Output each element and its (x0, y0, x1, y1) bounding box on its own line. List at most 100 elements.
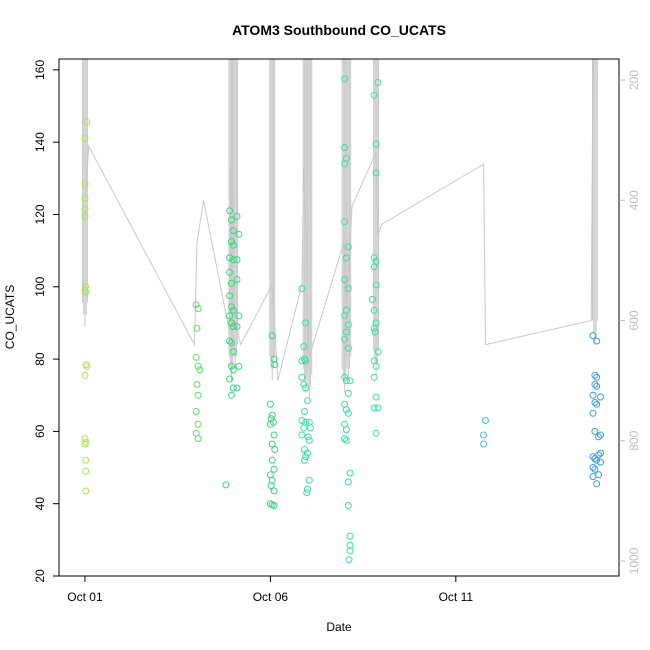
x-tick-label: Oct 01 (67, 590, 103, 604)
data-point (82, 467, 90, 475)
y-tick-label: 140 (33, 132, 47, 152)
data-point (81, 212, 89, 220)
data-point (593, 382, 601, 390)
profile-segment (84, 144, 198, 347)
data-point (233, 323, 241, 330)
y-axis: 20 40 60 80 100 120 140 160 (33, 60, 59, 583)
data-point (591, 371, 599, 379)
data-point (81, 180, 89, 188)
data-point (81, 205, 89, 213)
data-point (271, 446, 279, 453)
data-point (370, 91, 378, 99)
data-point (305, 418, 313, 426)
data-point (346, 532, 354, 540)
data-point (341, 435, 349, 443)
data-point (233, 384, 241, 392)
data-point (194, 362, 202, 370)
data-point (302, 357, 310, 365)
data-point (226, 268, 234, 276)
data-point (81, 440, 89, 448)
data-point (346, 547, 354, 555)
data-point (482, 417, 489, 424)
secondary-y-tick-label: 800 (627, 430, 641, 450)
profile-segment (377, 163, 486, 345)
data-point (228, 303, 235, 311)
data-point (344, 243, 352, 251)
data-point (589, 473, 597, 481)
data-point (82, 487, 90, 495)
data-point (229, 366, 237, 374)
data-point (82, 456, 90, 464)
data-point (342, 426, 350, 434)
data-point (301, 456, 308, 464)
data-point (341, 312, 349, 320)
data-point (228, 339, 235, 347)
y-tick-label: 40 (33, 497, 47, 511)
data-point (344, 502, 352, 509)
data-point (302, 384, 310, 392)
data-point (266, 500, 274, 508)
data-point (304, 449, 311, 457)
x-tick-label: Oct 06 (253, 590, 289, 604)
data-point (300, 380, 308, 388)
data-point (370, 373, 378, 381)
data-point (298, 431, 306, 439)
data-point (589, 453, 597, 461)
data-point (374, 79, 382, 86)
data-point (192, 301, 200, 309)
data-point (270, 355, 278, 363)
chart-title: ATOM3 Southbound CO_UCATS (232, 22, 446, 38)
data-point (341, 276, 349, 283)
data-point (341, 373, 349, 381)
data-point (480, 440, 488, 448)
data-point (306, 424, 314, 432)
data-point (370, 263, 378, 271)
data-point (82, 288, 90, 296)
data-point (268, 411, 276, 419)
data-point (372, 429, 380, 437)
profile-segment (271, 164, 305, 381)
data-point (346, 377, 354, 385)
data-point (302, 453, 310, 461)
data-point (267, 482, 275, 490)
data-point (591, 380, 599, 388)
data-point (268, 456, 276, 464)
data-point (346, 469, 354, 477)
y-tick-label: 100 (33, 276, 47, 296)
data-point (344, 389, 352, 397)
secondary-y-tick-label: 200 (627, 70, 641, 90)
data-point (589, 332, 597, 340)
data-point (226, 312, 234, 320)
data-point (229, 348, 237, 356)
data-point (194, 305, 202, 312)
data-point (344, 285, 352, 293)
plot-frame (58, 58, 620, 577)
data-point (595, 433, 603, 441)
data-point (194, 420, 202, 428)
data-point (370, 324, 378, 332)
data-point (298, 285, 306, 293)
data-point (81, 435, 89, 443)
y-tick-label: 80 (33, 352, 47, 366)
data-point (344, 321, 352, 329)
data-point (368, 295, 376, 303)
data-point (480, 431, 488, 439)
data-point (372, 362, 380, 370)
data-point (229, 306, 237, 314)
data-point (593, 373, 601, 381)
data-point (228, 216, 235, 224)
data-point (298, 373, 306, 381)
profile-segment (485, 58, 594, 346)
data-point (194, 391, 202, 399)
data-point (226, 337, 234, 345)
data-point (589, 464, 597, 471)
data-point (370, 254, 378, 262)
data-point (192, 408, 200, 415)
data-point (226, 375, 234, 383)
data-point (344, 344, 352, 352)
y-axis-label: CO_UCATS (3, 285, 17, 349)
data-point (345, 556, 353, 564)
y-tick-label: 20 (33, 569, 47, 583)
data-point (228, 238, 235, 246)
